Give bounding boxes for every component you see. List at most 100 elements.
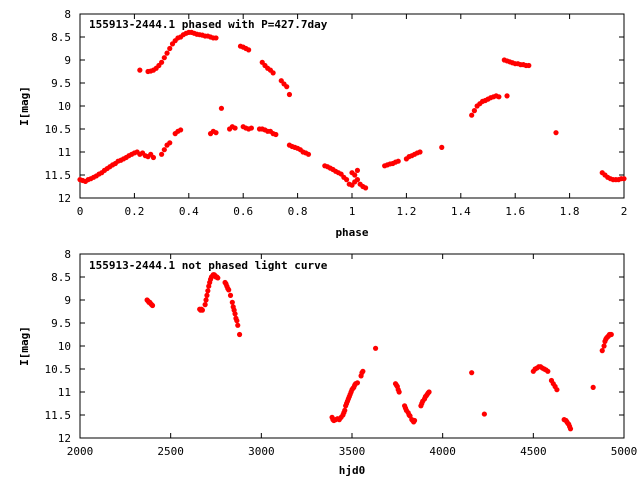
y-tick-label: 10 [58,100,71,113]
data-point [354,167,361,173]
data-point [218,105,225,111]
x-tick-label: 1.2 [396,205,416,218]
data-point [273,131,279,138]
data-point [590,384,596,390]
data-point [469,112,475,118]
y-tick-label: 12 [58,432,71,445]
x-tick-label: 1.6 [505,205,525,218]
data-point [235,322,241,328]
y-tick-label: 10.5 [45,363,72,376]
data-point [161,147,167,153]
data-point [545,368,551,374]
x-tick-label: 0.4 [179,205,199,218]
chart-title: 155913-2444.1 phased with P=427.7day [89,18,328,31]
data-point [426,389,432,395]
x-tick-label: 0.8 [288,205,308,218]
x-tick-label: 3500 [339,445,366,458]
x-axis-label: phase [335,226,368,239]
data-point [137,67,143,73]
data-point [526,62,532,69]
x-tick-label: 1 [349,205,356,218]
y-tick-label: 8.5 [51,31,71,44]
y-tick-label: 11 [58,146,71,159]
x-tick-label: 2000 [67,445,94,458]
data-point [354,177,361,183]
data-point [363,185,369,191]
x-tick-label: 1.8 [560,205,580,218]
x-tick-label: 2500 [157,445,184,458]
x-tick-label: 4000 [429,445,456,458]
data-point [469,370,475,376]
y-tick-label: 11.5 [45,409,72,422]
data-point [159,151,165,157]
x-tick-label: 3000 [248,445,275,458]
data-point [167,140,173,146]
data-point [167,45,173,52]
data-point [232,125,238,131]
data-point [270,70,276,76]
data-point [471,108,477,114]
data-point [213,130,219,136]
y-tick-label: 10.5 [45,123,72,136]
data-point [567,426,574,432]
data-point [352,172,358,178]
data-point [554,387,560,393]
x-tick-label: 2 [621,205,628,218]
x-tick-label: 4500 [520,445,547,458]
data-point [229,299,235,305]
data-point [164,50,170,56]
data-point [343,177,350,183]
data-point [248,125,254,131]
y-tick-label: 9.5 [51,317,71,330]
data-point [227,292,234,298]
data-point [159,59,165,65]
data-point [286,91,293,98]
y-tick-label: 9 [64,294,71,307]
data-point [232,311,238,317]
data-point [202,302,208,308]
data-point [203,297,209,303]
y-tick-label: 9 [64,54,71,67]
y-tick-label: 8 [64,248,71,261]
plot-frame [79,253,625,439]
x-tick-label: 0.6 [233,205,253,218]
data-point [621,176,627,182]
data-point [608,331,614,338]
data-point [417,149,423,155]
unphased-light-curve-panel: 2000 2500 3000 3500 4000 4500 5000 8 8.5 9 9.5 10 10… [18,248,637,477]
data-point [150,154,157,161]
data-point [396,389,402,395]
data-point [395,158,401,164]
y-tick-label: 8.5 [51,271,71,284]
data-point [236,331,243,338]
data-point [342,407,348,413]
data-point [178,127,184,133]
x-tick-label: 0 [77,205,84,218]
data-point [246,47,252,53]
y-tick-label: 11 [58,386,71,399]
data-point [149,302,156,309]
data-point [199,307,205,313]
data-point [205,288,211,294]
y-axis-label: I[mag] [18,86,31,126]
data-point [599,348,605,354]
y-axis-label: I[mag] [18,326,31,366]
data-point [439,144,445,150]
x-tick-label: 1.4 [451,205,471,218]
data-point [284,84,290,90]
x-tick-label: 0.2 [124,205,144,218]
data-point [411,417,418,424]
data-point [553,130,559,136]
y-tick-label: 11.5 [45,169,72,182]
x-axis-label: hjd0 [339,464,366,477]
chart-title: 155913-2444.1 not phased light curve [89,259,328,272]
data-point [215,275,221,281]
y-tick-label: 8 [64,8,71,21]
y-tick-label: 12 [58,192,71,205]
data-point [496,94,502,100]
phased-light-curve-panel: 0 0.2 0.4 0.6 0.8 1 1.2 1.4 1.6 1.8 2 8 8.5 9 9.5 10 10.… [18,8,627,239]
x-tick-label: 5000 [611,445,638,458]
y-tick-label: 10 [58,340,71,353]
data-point [234,318,240,324]
